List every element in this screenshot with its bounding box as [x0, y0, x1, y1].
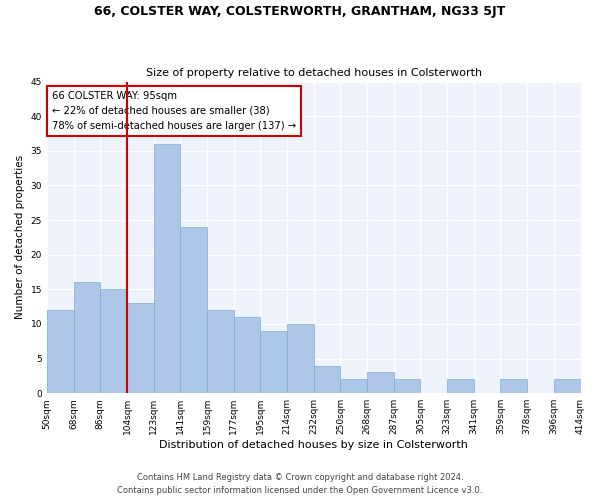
- Bar: [127, 303, 154, 393]
- Title: Size of property relative to detached houses in Colsterworth: Size of property relative to detached ho…: [146, 68, 482, 78]
- Bar: [100, 290, 127, 393]
- Bar: [394, 380, 421, 393]
- X-axis label: Distribution of detached houses by size in Colsterworth: Distribution of detached houses by size …: [159, 440, 468, 450]
- Bar: [154, 144, 181, 393]
- Bar: [233, 317, 260, 393]
- Bar: [47, 310, 74, 393]
- Bar: [367, 372, 394, 393]
- Bar: [260, 331, 287, 393]
- Bar: [447, 380, 474, 393]
- Text: Contains HM Land Registry data © Crown copyright and database right 2024.
Contai: Contains HM Land Registry data © Crown c…: [118, 474, 482, 495]
- Bar: [554, 380, 581, 393]
- Text: 66, COLSTER WAY, COLSTERWORTH, GRANTHAM, NG33 5JT: 66, COLSTER WAY, COLSTERWORTH, GRANTHAM,…: [94, 5, 506, 18]
- Bar: [340, 380, 367, 393]
- Bar: [500, 380, 527, 393]
- Text: 66 COLSTER WAY: 95sqm
← 22% of detached houses are smaller (38)
78% of semi-deta: 66 COLSTER WAY: 95sqm ← 22% of detached …: [52, 91, 296, 130]
- Bar: [287, 324, 314, 393]
- Y-axis label: Number of detached properties: Number of detached properties: [15, 156, 25, 320]
- Bar: [207, 310, 233, 393]
- Bar: [181, 227, 207, 393]
- Bar: [314, 366, 340, 393]
- Bar: [74, 282, 100, 393]
